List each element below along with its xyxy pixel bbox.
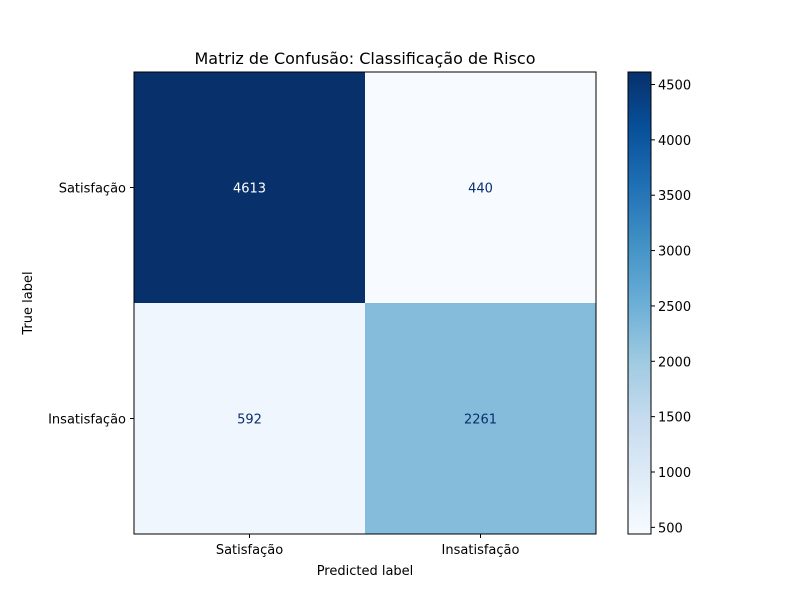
y-tick-label: Satisfação bbox=[59, 182, 126, 197]
y-axis: Satisfação Insatisfação bbox=[48, 182, 134, 428]
colorbar-tick-label: 1000 bbox=[658, 466, 691, 481]
cell-value-label: 592 bbox=[237, 413, 262, 428]
chart-title: Matriz de Confusão: Classificação de Ris… bbox=[194, 49, 535, 68]
cell-value-labels: 4613 440 592 2261 bbox=[233, 182, 497, 428]
heatmap-cells bbox=[134, 72, 596, 534]
plot-frame bbox=[133, 71, 597, 535]
colorbar-ticks: 500 1000 1500 2000 2500 3000 3500 4000 4500 bbox=[651, 79, 691, 536]
colorbar-tick-label: 500 bbox=[658, 521, 683, 536]
y-axis-label: True label bbox=[21, 271, 36, 335]
cell-value-label: 440 bbox=[468, 182, 493, 197]
heatmap-cell bbox=[365, 72, 596, 303]
heatmap-cell bbox=[134, 72, 365, 303]
heatmap-cell bbox=[134, 303, 365, 534]
colorbar-tick-label: 2000 bbox=[658, 355, 691, 370]
heatmap-cell bbox=[365, 303, 596, 534]
colorbar-tick-label: 1500 bbox=[658, 411, 691, 426]
x-axis-label: Predicted label bbox=[317, 564, 414, 579]
colorbar-tick-label: 2500 bbox=[658, 300, 691, 315]
cell-value-label: 4613 bbox=[233, 182, 266, 197]
x-tick-label: Satisfação bbox=[216, 543, 283, 558]
colorbar-tick-label: 4500 bbox=[658, 79, 691, 94]
colorbar-tick-label: 3500 bbox=[658, 189, 691, 204]
x-tick-label: Insatisfação bbox=[442, 543, 520, 558]
colorbar-tick-label: 3000 bbox=[658, 245, 691, 260]
x-axis: Satisfação Insatisfação bbox=[216, 534, 520, 558]
cell-value-label: 2261 bbox=[464, 413, 497, 428]
y-tick-label: Insatisfação bbox=[48, 413, 126, 428]
colorbar-tick-label: 4000 bbox=[658, 134, 691, 149]
colorbar bbox=[627, 71, 652, 535]
